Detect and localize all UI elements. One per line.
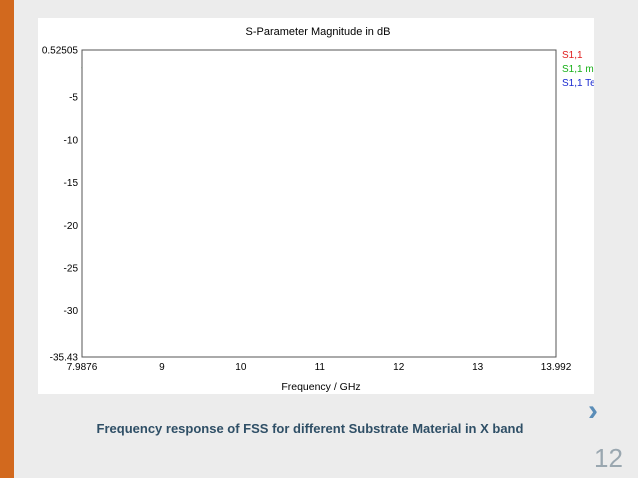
slide-caption: Frequency response of FSS for different … [96, 421, 524, 436]
y-tick-label: 0.52505 [42, 46, 79, 57]
x-tick-label: 13.992 [541, 362, 572, 373]
y-tick-label: -10 [64, 135, 79, 146]
side-stripe [0, 0, 14, 478]
y-tick-label: -15 [64, 178, 79, 189]
legend-entry: S1,1 [562, 50, 583, 61]
s-parameter-chart: 1231( 9.6735, -13.814 )2( 8.2343, -13.93… [42, 26, 612, 393]
y-tick-label: -20 [64, 221, 79, 232]
page-number: 12 [594, 443, 623, 473]
chart-panel: 1231( 9.6735, -13.814 )2( 8.2343, -13.93… [38, 18, 612, 394]
y-tick-label: -30 [64, 306, 79, 317]
x-tick-label: 11 [315, 362, 326, 373]
y-tick-label: -5 [69, 93, 78, 104]
x-tick-label: 12 [393, 362, 405, 373]
y-tick-label: -35.43 [50, 353, 79, 364]
x-tick-label: 7.9876 [67, 362, 98, 373]
chart-title: S-Parameter Magnitude in dB [246, 26, 391, 38]
x-tick-label: 10 [235, 362, 247, 373]
legend-entry: S1,1 Teflon [562, 78, 594, 89]
plot-frame [81, 49, 557, 358]
axis-layer: 7.9876 9 10 11 12 13 13.992 0.52505 -5 -10 -15 -20 -… [42, 46, 612, 374]
chevron-right-icon[interactable]: › [588, 394, 598, 427]
y-tick-label: -25 [64, 263, 79, 274]
x-tick-label: 13 [472, 362, 484, 373]
x-axis-label: Frequency / GHz [281, 381, 360, 393]
legend-entry: S1,1 mica [562, 64, 594, 75]
x-tick-label: 9 [159, 362, 165, 373]
